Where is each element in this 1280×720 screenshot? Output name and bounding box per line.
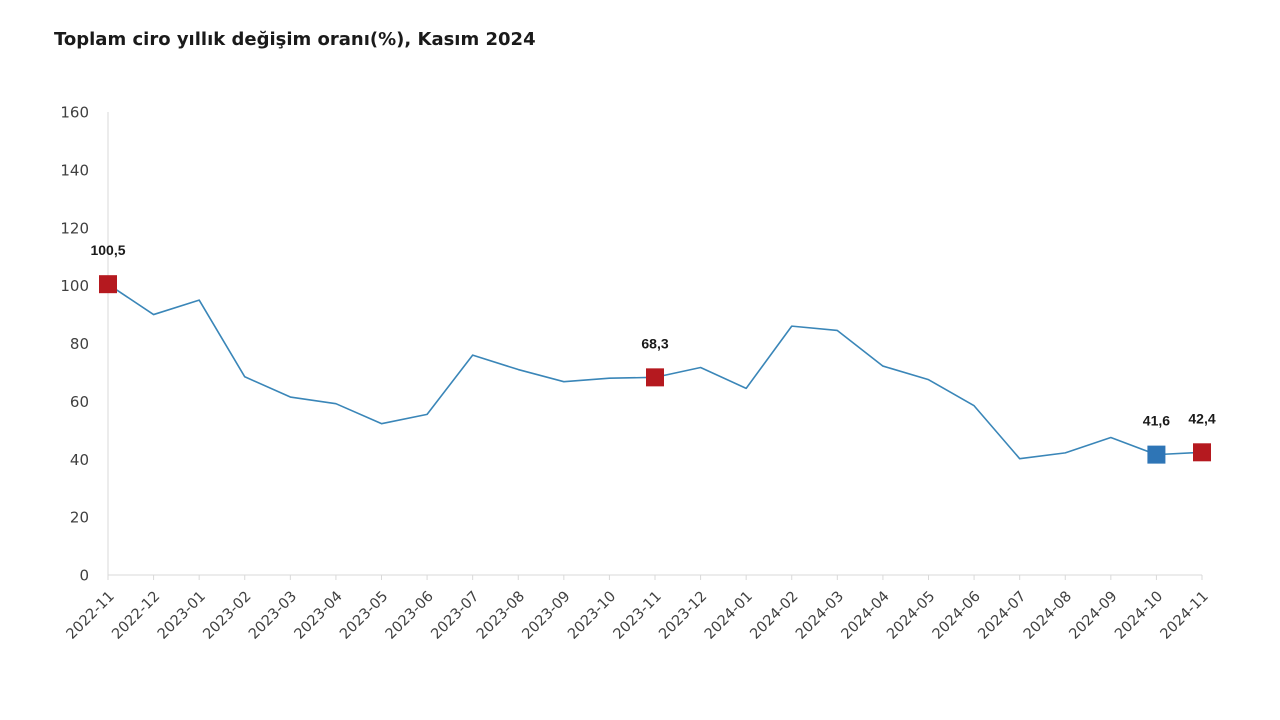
x-tick-label: 2024-06: [930, 589, 984, 643]
data-label: 41,6: [1143, 413, 1170, 429]
x-tick-label: 2023-04: [292, 589, 346, 643]
x-tick-label: 2024-07: [975, 589, 1029, 643]
x-tick-label: 2024-02: [747, 589, 801, 643]
x-tick-label: 2024-01: [702, 589, 756, 643]
x-tick-label: 2023-07: [428, 589, 482, 643]
y-tick-label: 80: [70, 335, 89, 353]
y-tick-label: 60: [70, 393, 89, 411]
x-tick-label: 2023-10: [565, 589, 619, 643]
x-tick-label: 2023-01: [155, 589, 209, 643]
x-tick-label: 2024-04: [839, 589, 893, 643]
highlight-marker: [1147, 445, 1166, 464]
x-tick-label: 2023-12: [656, 589, 710, 643]
x-tick-label: 2022-12: [109, 589, 163, 643]
data-label: 100,5: [90, 242, 125, 258]
x-tick-label: 2024-11: [1158, 589, 1212, 643]
x-tick-label: 2023-05: [337, 589, 391, 643]
y-tick-label: 40: [70, 451, 89, 469]
x-tick-label: 2022-11: [64, 589, 118, 643]
y-tick-label: 140: [60, 161, 89, 179]
x-tick-label: 2024-03: [793, 589, 847, 643]
x-tick-label: 2023-11: [611, 589, 665, 643]
y-tick-label: 160: [60, 104, 89, 122]
highlight-marker: [99, 275, 117, 294]
highlight-marker: [1193, 443, 1211, 462]
x-tick-label: 2023-02: [200, 589, 254, 643]
data-label: 42,4: [1188, 410, 1215, 426]
y-tick-label: 120: [60, 219, 89, 237]
y-tick-label: 100: [60, 277, 89, 295]
x-tick-label: 2024-10: [1112, 589, 1166, 643]
x-tick-label: 2024-08: [1021, 589, 1075, 643]
x-tick-label: 2024-09: [1067, 589, 1121, 643]
y-tick-label: 20: [70, 509, 89, 527]
x-tick-label: 2023-06: [383, 589, 437, 643]
chart-title: Toplam ciro yıllık değişim oranı(%), Kas…: [54, 29, 536, 50]
data-label: 68,3: [641, 335, 668, 351]
x-tick-label: 2023-03: [246, 589, 300, 643]
x-tick-label: 2023-08: [474, 589, 528, 643]
y-tick-label: 0: [79, 567, 89, 585]
x-tick-label: 2024-05: [884, 589, 938, 643]
highlight-marker: [646, 368, 664, 387]
x-tick-label: 2023-09: [520, 589, 574, 643]
